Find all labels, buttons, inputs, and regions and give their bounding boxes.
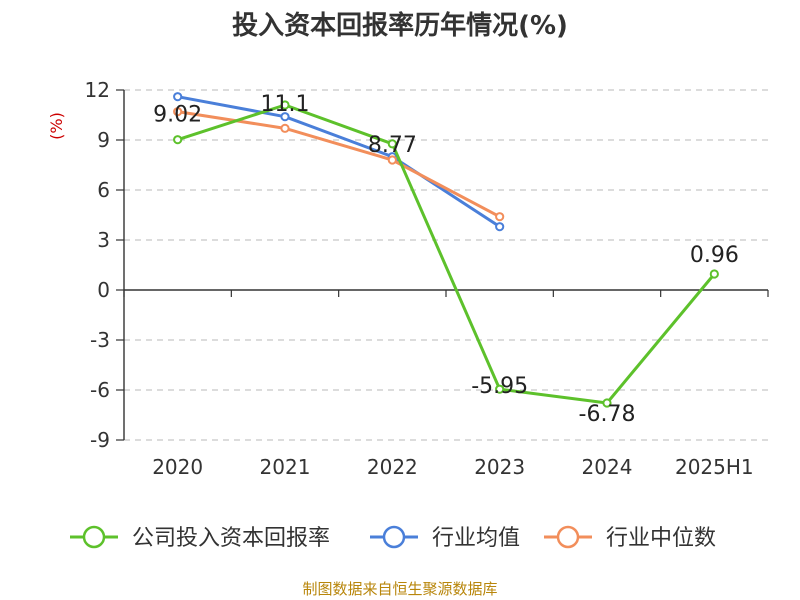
y-tick-label: 6 bbox=[97, 178, 110, 202]
x-tick-label: 2023 bbox=[474, 455, 525, 479]
data-point bbox=[280, 112, 290, 122]
y-axis-unit: (%) bbox=[47, 112, 66, 140]
y-tick-label: 12 bbox=[85, 78, 110, 102]
y-tick-label: 0 bbox=[97, 278, 110, 302]
x-tick-label: 2020 bbox=[152, 455, 203, 479]
data-point bbox=[280, 123, 290, 133]
data-point bbox=[495, 384, 505, 394]
data-labels: 9.02 11.1 8.77 -5.95 -6.78 0.96 bbox=[153, 92, 739, 427]
data-label: -5.95 bbox=[471, 374, 528, 399]
data-point bbox=[709, 269, 719, 279]
axes: 12 9 6 3 0 -3 -6 -9 2020 2021 2022 2023 2024 2025H1 bbox=[85, 78, 769, 479]
x-tick-label: 2024 bbox=[582, 455, 633, 479]
data-point bbox=[387, 139, 397, 149]
legend-marker bbox=[382, 525, 406, 549]
data-label: 0.96 bbox=[690, 243, 739, 268]
y-tick-label: 9 bbox=[97, 128, 110, 152]
series-lines bbox=[173, 92, 719, 408]
y-tick-label: -9 bbox=[90, 428, 110, 452]
data-point bbox=[495, 222, 505, 232]
legend: 公司投入资本回报率 行业均值 行业中位数 bbox=[70, 525, 716, 551]
data-point bbox=[602, 398, 612, 408]
data-point bbox=[173, 92, 183, 102]
chart-title: 投入资本回报率历年情况(%) bbox=[232, 10, 568, 41]
legend-label: 行业均值 bbox=[432, 526, 520, 551]
data-label: 9.02 bbox=[153, 103, 202, 128]
data-point bbox=[173, 107, 183, 117]
data-label: -6.78 bbox=[579, 402, 636, 427]
x-tick-label: 2022 bbox=[367, 455, 418, 479]
series-line bbox=[177, 95, 501, 228]
data-label: 11.1 bbox=[261, 92, 310, 117]
y-tick-label: 3 bbox=[97, 228, 110, 252]
legend-label: 行业中位数 bbox=[606, 526, 716, 551]
data-point bbox=[387, 155, 397, 165]
data-label: 8.77 bbox=[368, 133, 417, 158]
x-tick-label: 2025H1 bbox=[675, 455, 754, 479]
legend-marker bbox=[556, 525, 580, 549]
data-point bbox=[280, 100, 290, 110]
y-tick-label: -6 bbox=[90, 378, 110, 402]
x-tick-label: 2021 bbox=[260, 455, 311, 479]
data-point bbox=[173, 135, 183, 145]
series-line bbox=[177, 110, 501, 218]
legend-label: 公司投入资本回报率 bbox=[132, 526, 330, 551]
legend-marker bbox=[82, 525, 106, 549]
source-note: 制图数据来自恒生聚源数据库 bbox=[302, 580, 497, 598]
y-tick-label: -3 bbox=[90, 328, 110, 352]
data-point bbox=[495, 212, 505, 222]
series-line bbox=[177, 103, 716, 405]
